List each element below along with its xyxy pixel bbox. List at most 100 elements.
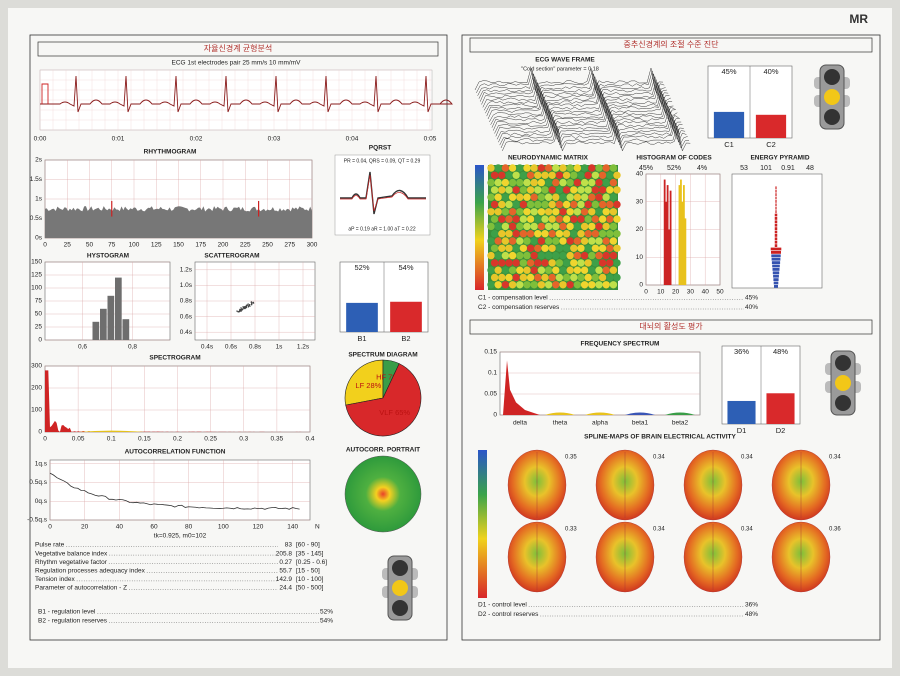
matrix-cell	[562, 200, 571, 209]
rhythmogram-area	[45, 206, 312, 238]
x-tick-label: 0.35	[271, 436, 284, 443]
matrix-cell	[523, 208, 531, 216]
matrix-cell	[505, 259, 513, 267]
pie-category: HF	[376, 373, 386, 382]
matrix-cell	[598, 244, 607, 252]
matrix-cell	[530, 266, 538, 274]
matrix-cell	[512, 215, 520, 223]
matrix-cell	[512, 259, 520, 267]
matrix-cell	[609, 222, 618, 231]
y-tick-label: 1.5s	[30, 176, 43, 183]
y-tick-label: 0.1	[488, 370, 497, 377]
x-tick-label: 300	[307, 242, 318, 249]
matrix-cell	[562, 244, 571, 252]
pqrst-intervals: PR = 0.04, QRS = 0.09, QT = 0.29	[344, 158, 421, 164]
ecg-frame-trace	[481, 82, 670, 106]
matrix-cell	[588, 251, 596, 260]
matrix-cell	[570, 259, 578, 267]
matrix-cell	[602, 251, 610, 260]
map-value: 0.34	[653, 455, 665, 461]
matrix-cell	[595, 178, 603, 187]
matrix-cell	[584, 186, 592, 194]
row-label: Parameter of autocorrelation - Z	[35, 585, 127, 592]
matrix-cell	[613, 259, 621, 267]
matrix-cell	[490, 200, 499, 209]
code-bar	[684, 218, 687, 285]
spectrum-band	[625, 412, 655, 415]
autocorrelation-line	[49, 472, 300, 510]
ecg-frame-trace	[478, 76, 667, 100]
y-tick-label: 30	[636, 198, 644, 205]
matrix-cell	[555, 186, 564, 194]
ecg-frame-trace	[499, 123, 688, 146]
matrix-cell	[501, 193, 510, 201]
pyramid-cell	[774, 234, 778, 237]
matrix-cell	[613, 186, 621, 194]
ecg-frame-trace	[477, 73, 666, 97]
ecg-frame-trace	[486, 94, 675, 117]
matrix-cell	[534, 171, 542, 179]
code-bar	[681, 201, 684, 285]
matrix-cell	[519, 259, 528, 267]
matrix-cell	[494, 266, 502, 274]
x-tick-label: 25	[64, 242, 72, 249]
y-tick-label: 0	[38, 429, 42, 436]
chart-caption: tk=0.925, m0=102	[154, 533, 207, 540]
x-tick-label: 0.25	[204, 436, 217, 443]
plot-frame	[49, 459, 311, 521]
pyramid-cell	[775, 196, 777, 200]
bar-value-label: 48%	[773, 347, 788, 356]
row-value: 55.7	[279, 568, 292, 575]
x-tick-label: 0:04	[346, 136, 359, 143]
scatter-dot	[242, 306, 244, 308]
matrix-cell	[516, 178, 524, 187]
bar-value-label: 52%	[354, 263, 369, 272]
row-range: [60 - 90]	[296, 542, 320, 549]
bar	[766, 393, 795, 424]
matrix-cell	[530, 164, 538, 172]
x-tick-label: 60	[150, 524, 158, 531]
x-tick-label: 0.4	[305, 436, 314, 443]
matrix-cell	[595, 208, 603, 216]
x-tick-label: 0.8s	[249, 344, 262, 351]
chart-title: AUTOCORR. PORTRAIT	[346, 447, 420, 454]
matrix-cell	[562, 259, 571, 267]
pyramid-cell	[774, 244, 778, 247]
ecg-frame-trace	[491, 105, 680, 129]
row-label: C1 - compensation level	[478, 295, 548, 302]
row-value: 40%	[745, 304, 758, 311]
matrix-cell	[598, 259, 607, 267]
matrix-cell	[516, 208, 524, 216]
map-value: 0.34	[741, 527, 753, 533]
scatter-dot	[243, 306, 246, 308]
matrix-cell	[602, 266, 610, 274]
matrix-cell	[487, 193, 495, 201]
matrix-cell	[534, 215, 542, 223]
matrix-cell	[584, 244, 592, 252]
section-header-box	[469, 37, 873, 53]
pyramid-cell	[774, 220, 778, 224]
matrix-cell	[555, 200, 564, 209]
bar	[390, 301, 422, 332]
ecg-frame-trace	[476, 70, 665, 94]
matrix-cell	[580, 222, 589, 231]
matrix-cell	[598, 273, 607, 282]
matrix-cell	[498, 244, 506, 252]
section-header-box	[37, 41, 439, 57]
pyramid-cell	[771, 254, 781, 258]
matrix-cell	[559, 266, 567, 274]
matrix-cell	[537, 193, 546, 201]
x-tick-label: 50	[86, 242, 94, 249]
matrix-cell	[591, 200, 600, 209]
matrix-cell	[526, 215, 535, 223]
x-tick-label: 175	[195, 242, 206, 249]
matrix-cell	[613, 215, 621, 223]
row-label: B1 - regulation level	[38, 609, 96, 616]
row-value: 48%	[745, 611, 758, 618]
plot-frame	[499, 351, 701, 416]
matrix-cell	[584, 215, 592, 223]
matrix-cell	[566, 222, 574, 231]
chart-title: NEURODYNAMIC MATRIX	[508, 155, 589, 162]
y-tick-label: 0	[38, 337, 42, 344]
matrix-cell	[541, 200, 549, 209]
